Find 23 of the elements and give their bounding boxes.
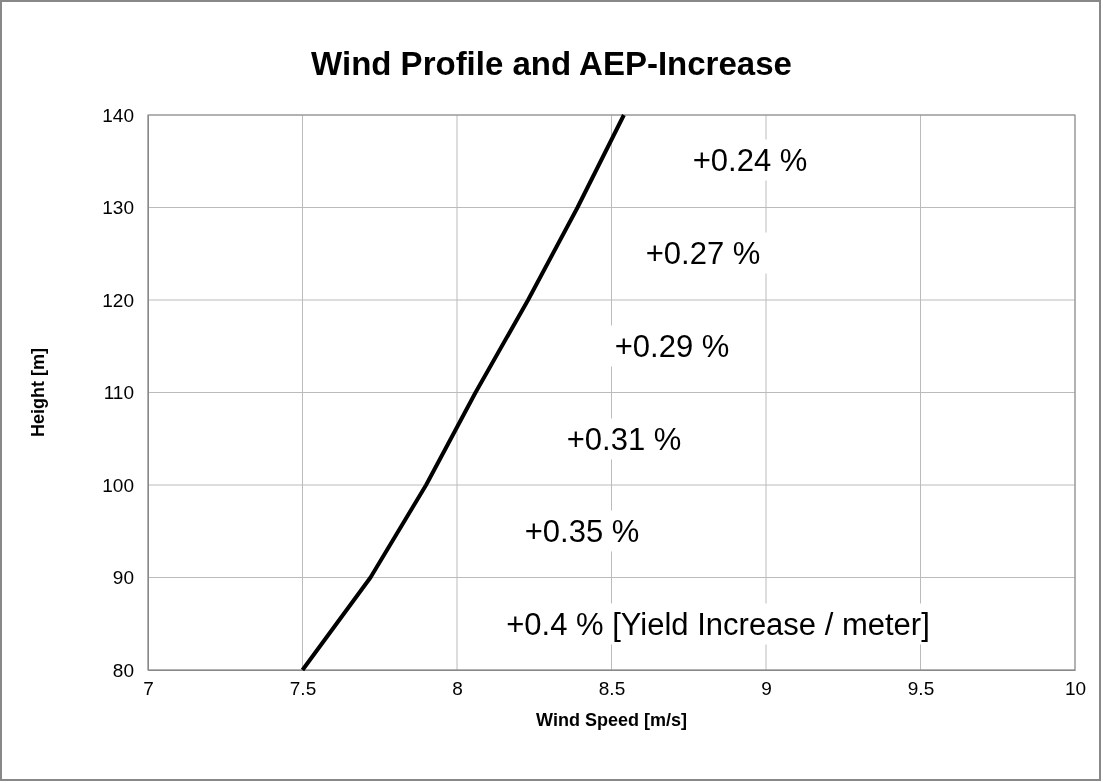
annotation: +0.31 % bbox=[566, 421, 682, 457]
x-tick-label: 8.5 bbox=[598, 678, 626, 700]
x-tick-label: 7.5 bbox=[289, 678, 317, 700]
y-tick-label: 80 bbox=[112, 659, 134, 681]
y-tick-label: 110 bbox=[103, 382, 134, 404]
annotation: +0.24 % bbox=[692, 142, 808, 178]
chart-title: Wind Profile and AEP-Increase bbox=[311, 45, 792, 82]
x-axis-title: Wind Speed [m/s] bbox=[536, 710, 687, 730]
annotation: +0.35 % bbox=[524, 513, 640, 549]
y-tick-label: 100 bbox=[102, 474, 134, 496]
y-axis-title: Height [m] bbox=[28, 348, 48, 437]
y-tick-label: 120 bbox=[102, 289, 134, 311]
annotation: +0.27 % bbox=[645, 235, 761, 271]
annotation: +0.4 % [Yield Increase / meter] bbox=[506, 606, 930, 642]
y-tick-label: 140 bbox=[102, 104, 134, 126]
x-tick-label: 9 bbox=[761, 678, 772, 700]
y-tick-label: 90 bbox=[112, 567, 134, 589]
x-tick-label: 7 bbox=[143, 678, 154, 700]
y-tick-label: 130 bbox=[102, 197, 134, 219]
annotation: +0.29 % bbox=[614, 328, 730, 364]
x-tick-label: 10 bbox=[1064, 678, 1087, 700]
x-tick-label: 9.5 bbox=[907, 678, 935, 700]
x-tick-label: 8 bbox=[452, 678, 463, 700]
